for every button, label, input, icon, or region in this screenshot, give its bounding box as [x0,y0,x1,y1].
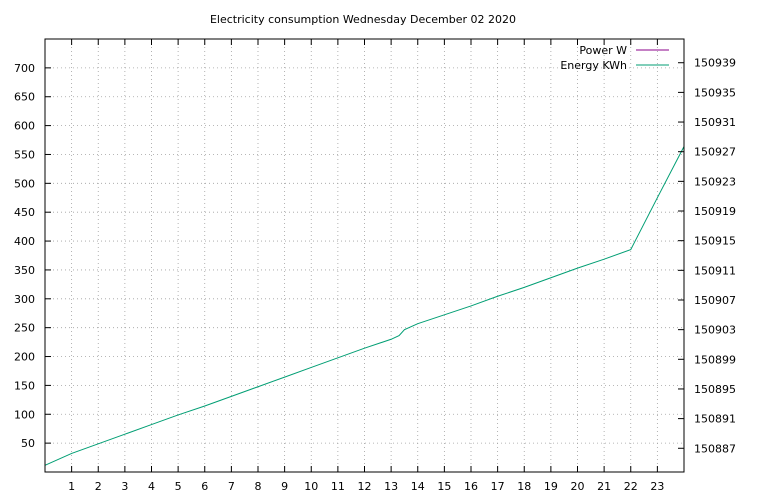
x-tick-label: 9 [281,480,288,493]
y-tick-label: 100 [14,408,35,421]
chart-title: Electricity consumption Wednesday Decemb… [210,13,516,26]
x-tick-label: 11 [331,480,345,493]
y-tick-label: 700 [14,62,35,75]
y-tick-label: 650 [14,91,35,104]
y2-tick-label: 150911 [694,264,736,277]
y-tick-label: 150 [14,379,35,392]
y-tick-label: 550 [14,148,35,161]
y2-tick-label: 150907 [694,294,736,307]
y2-tick-label: 150931 [694,116,736,129]
grid [45,39,684,472]
y2-tick-label: 150927 [694,146,736,159]
y2-tick-label: 150895 [694,383,736,396]
x-tick-label: 19 [544,480,558,493]
x-tick-label: 5 [175,480,182,493]
x-tick-label: 2 [95,480,102,493]
y-tick-label: 300 [14,293,35,306]
x-tick-label: 17 [491,480,505,493]
y-tick-label: 50 [21,437,35,450]
y-tick-label: 350 [14,264,35,277]
x-tick-label: 23 [650,480,664,493]
y2-tick-label: 150903 [694,324,736,337]
y-tick-label: 250 [14,322,35,335]
y2-tick-label: 150939 [694,57,736,70]
y-tick-label: 200 [14,351,35,364]
x-tick-label: 18 [517,480,531,493]
x-tick-label: 6 [201,480,208,493]
x-tick-label: 12 [358,480,372,493]
series-layer [44,146,685,466]
y2-tick-label: 150899 [694,353,736,366]
x-tick-label: 7 [228,480,235,493]
legend-label: Energy KWh [560,59,627,72]
x-tick-label: 10 [304,480,318,493]
x-tick-label: 16 [464,480,478,493]
plot-frame [44,38,685,473]
x-tick-label: 3 [121,480,128,493]
axes: 1 2 3 4 5 6 7 8 9 10 11 12 13 14 15 16 17 18 19 20 21 22 23501… [14,39,736,493]
x-tick-label: 15 [437,480,451,493]
x-tick-label: 8 [255,480,262,493]
y-tick-label: 500 [14,177,35,190]
legend-label: Power W [579,44,627,57]
y2-tick-label: 150915 [694,235,736,248]
x-tick-label: 20 [571,480,585,493]
y-tick-label: 450 [14,206,35,219]
x-tick-label: 22 [624,480,638,493]
x-tick-label: 14 [411,480,425,493]
y2-tick-label: 150887 [694,442,736,455]
x-tick-label: 13 [384,480,398,493]
y2-tick-label: 150935 [694,86,736,99]
x-tick-label: 1 [68,480,75,493]
x-tick-label: 21 [597,480,611,493]
y2-tick-label: 150923 [694,175,736,188]
y2-tick-label: 150891 [694,413,736,426]
legend: Power W Energy KWh [560,44,669,72]
y2-tick-label: 150919 [694,205,736,218]
x-tick-label: 4 [148,480,155,493]
series-line-2 [44,146,685,466]
y-tick-label: 400 [14,235,35,248]
y-tick-label: 600 [14,120,35,133]
